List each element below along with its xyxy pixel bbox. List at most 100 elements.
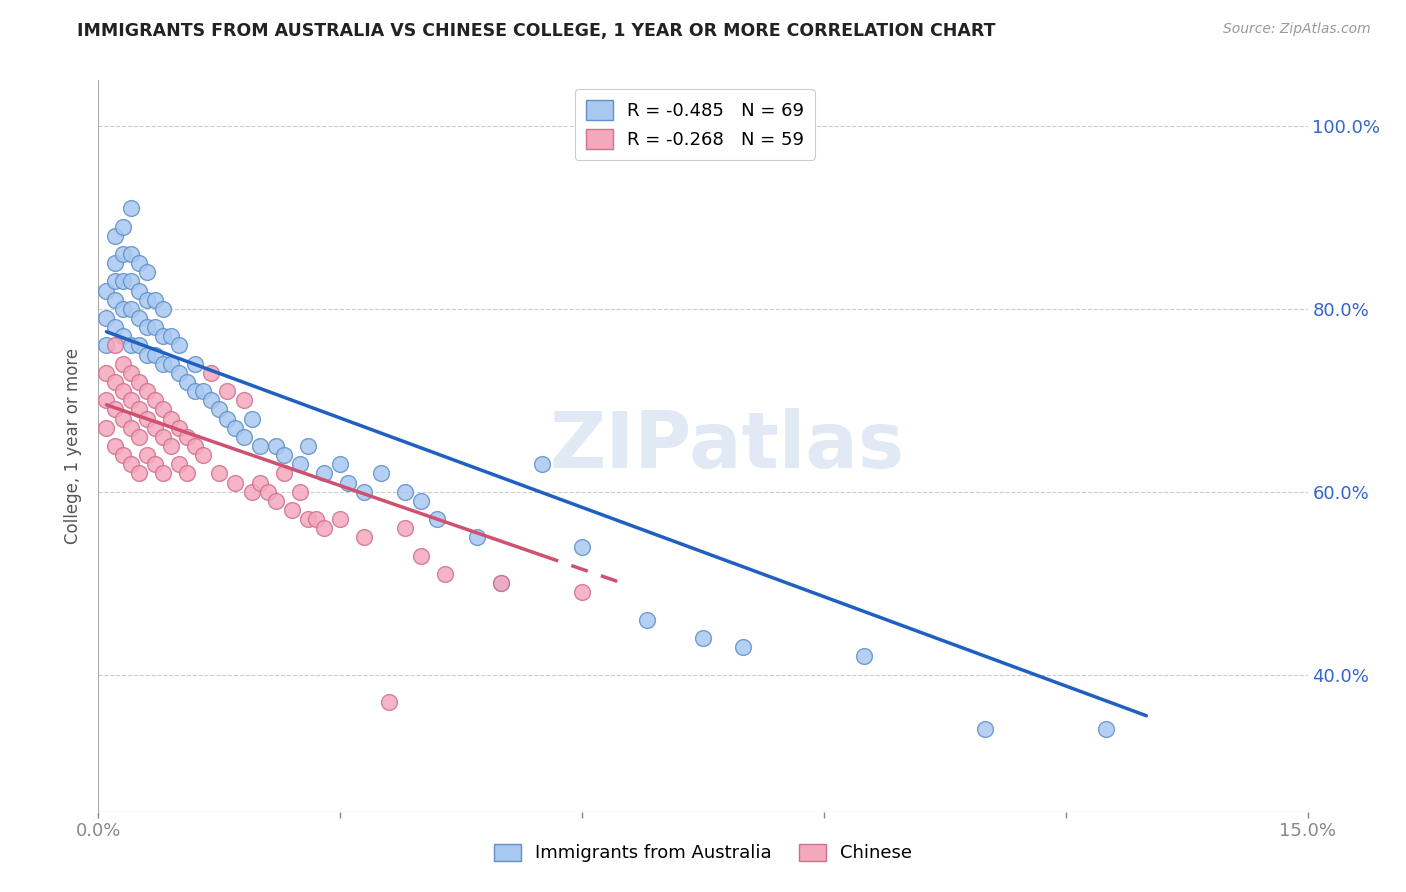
Text: ZIPatlas: ZIPatlas — [550, 408, 904, 484]
Point — [111, 448, 134, 462]
Point — [329, 458, 352, 472]
Point — [111, 411, 134, 425]
Point — [167, 458, 190, 472]
Point — [249, 439, 271, 453]
Point — [103, 338, 125, 352]
Legend: R = -0.485   N = 69, R = -0.268   N = 59: R = -0.485 N = 69, R = -0.268 N = 59 — [575, 89, 815, 160]
Point — [103, 228, 125, 243]
Point — [193, 448, 215, 462]
Point — [135, 411, 157, 425]
Legend: Immigrants from Australia, Chinese: Immigrants from Australia, Chinese — [486, 837, 920, 870]
Point — [232, 430, 254, 444]
Point — [465, 530, 488, 544]
Point — [167, 338, 190, 352]
Point — [120, 275, 142, 289]
Point — [135, 384, 157, 399]
Point — [176, 375, 198, 389]
Point — [314, 521, 336, 535]
Point — [217, 411, 239, 425]
Point — [426, 512, 449, 526]
Point — [256, 484, 278, 499]
Point — [96, 310, 118, 325]
Point — [120, 247, 142, 261]
Point — [111, 247, 134, 261]
Point — [152, 301, 174, 316]
Point — [160, 411, 183, 425]
Point — [120, 301, 142, 316]
Point — [409, 549, 432, 563]
Point — [240, 484, 263, 499]
Point — [160, 329, 183, 343]
Point — [160, 439, 183, 453]
Point — [394, 484, 416, 499]
Point — [143, 393, 166, 408]
Point — [288, 458, 311, 472]
Point — [571, 540, 593, 554]
Y-axis label: College, 1 year or more: College, 1 year or more — [65, 348, 83, 544]
Point — [184, 384, 207, 399]
Point — [111, 384, 134, 399]
Point — [224, 475, 246, 490]
Point — [208, 402, 231, 417]
Point — [184, 357, 207, 371]
Point — [103, 402, 125, 417]
Point — [96, 420, 118, 434]
Point — [103, 293, 125, 307]
Point — [128, 284, 150, 298]
Point — [143, 293, 166, 307]
Point — [135, 448, 157, 462]
Point — [167, 420, 190, 434]
Point — [152, 329, 174, 343]
Point — [128, 310, 150, 325]
Point — [305, 512, 328, 526]
Point — [974, 723, 997, 737]
Text: IMMIGRANTS FROM AUSTRALIA VS CHINESE COLLEGE, 1 YEAR OR MORE CORRELATION CHART: IMMIGRANTS FROM AUSTRALIA VS CHINESE COL… — [77, 22, 995, 40]
Point — [128, 402, 150, 417]
Point — [491, 576, 513, 591]
Point — [353, 484, 375, 499]
Point — [491, 576, 513, 591]
Point — [176, 430, 198, 444]
Point — [377, 695, 399, 709]
Point — [297, 439, 319, 453]
Point — [264, 439, 287, 453]
Point — [128, 338, 150, 352]
Point — [143, 348, 166, 362]
Point — [135, 265, 157, 279]
Point — [434, 567, 457, 582]
Point — [152, 467, 174, 481]
Point — [103, 256, 125, 270]
Point — [200, 366, 222, 380]
Point — [120, 393, 142, 408]
Point — [409, 494, 432, 508]
Point — [128, 375, 150, 389]
Point — [103, 275, 125, 289]
Point — [692, 631, 714, 645]
Point — [103, 439, 125, 453]
Point — [273, 467, 295, 481]
Point — [103, 375, 125, 389]
Point — [636, 613, 658, 627]
Point — [288, 484, 311, 499]
Point — [264, 494, 287, 508]
Point — [176, 467, 198, 481]
Point — [224, 420, 246, 434]
Point — [103, 320, 125, 334]
Point — [152, 402, 174, 417]
Point — [135, 348, 157, 362]
Point — [128, 430, 150, 444]
Point — [232, 393, 254, 408]
Point — [143, 420, 166, 434]
Point — [111, 357, 134, 371]
Point — [128, 467, 150, 481]
Point — [273, 448, 295, 462]
Point — [111, 301, 134, 316]
Point — [96, 284, 118, 298]
Point — [208, 467, 231, 481]
Point — [240, 411, 263, 425]
Point — [135, 320, 157, 334]
Point — [184, 439, 207, 453]
Point — [394, 521, 416, 535]
Point — [120, 201, 142, 215]
Point — [160, 357, 183, 371]
